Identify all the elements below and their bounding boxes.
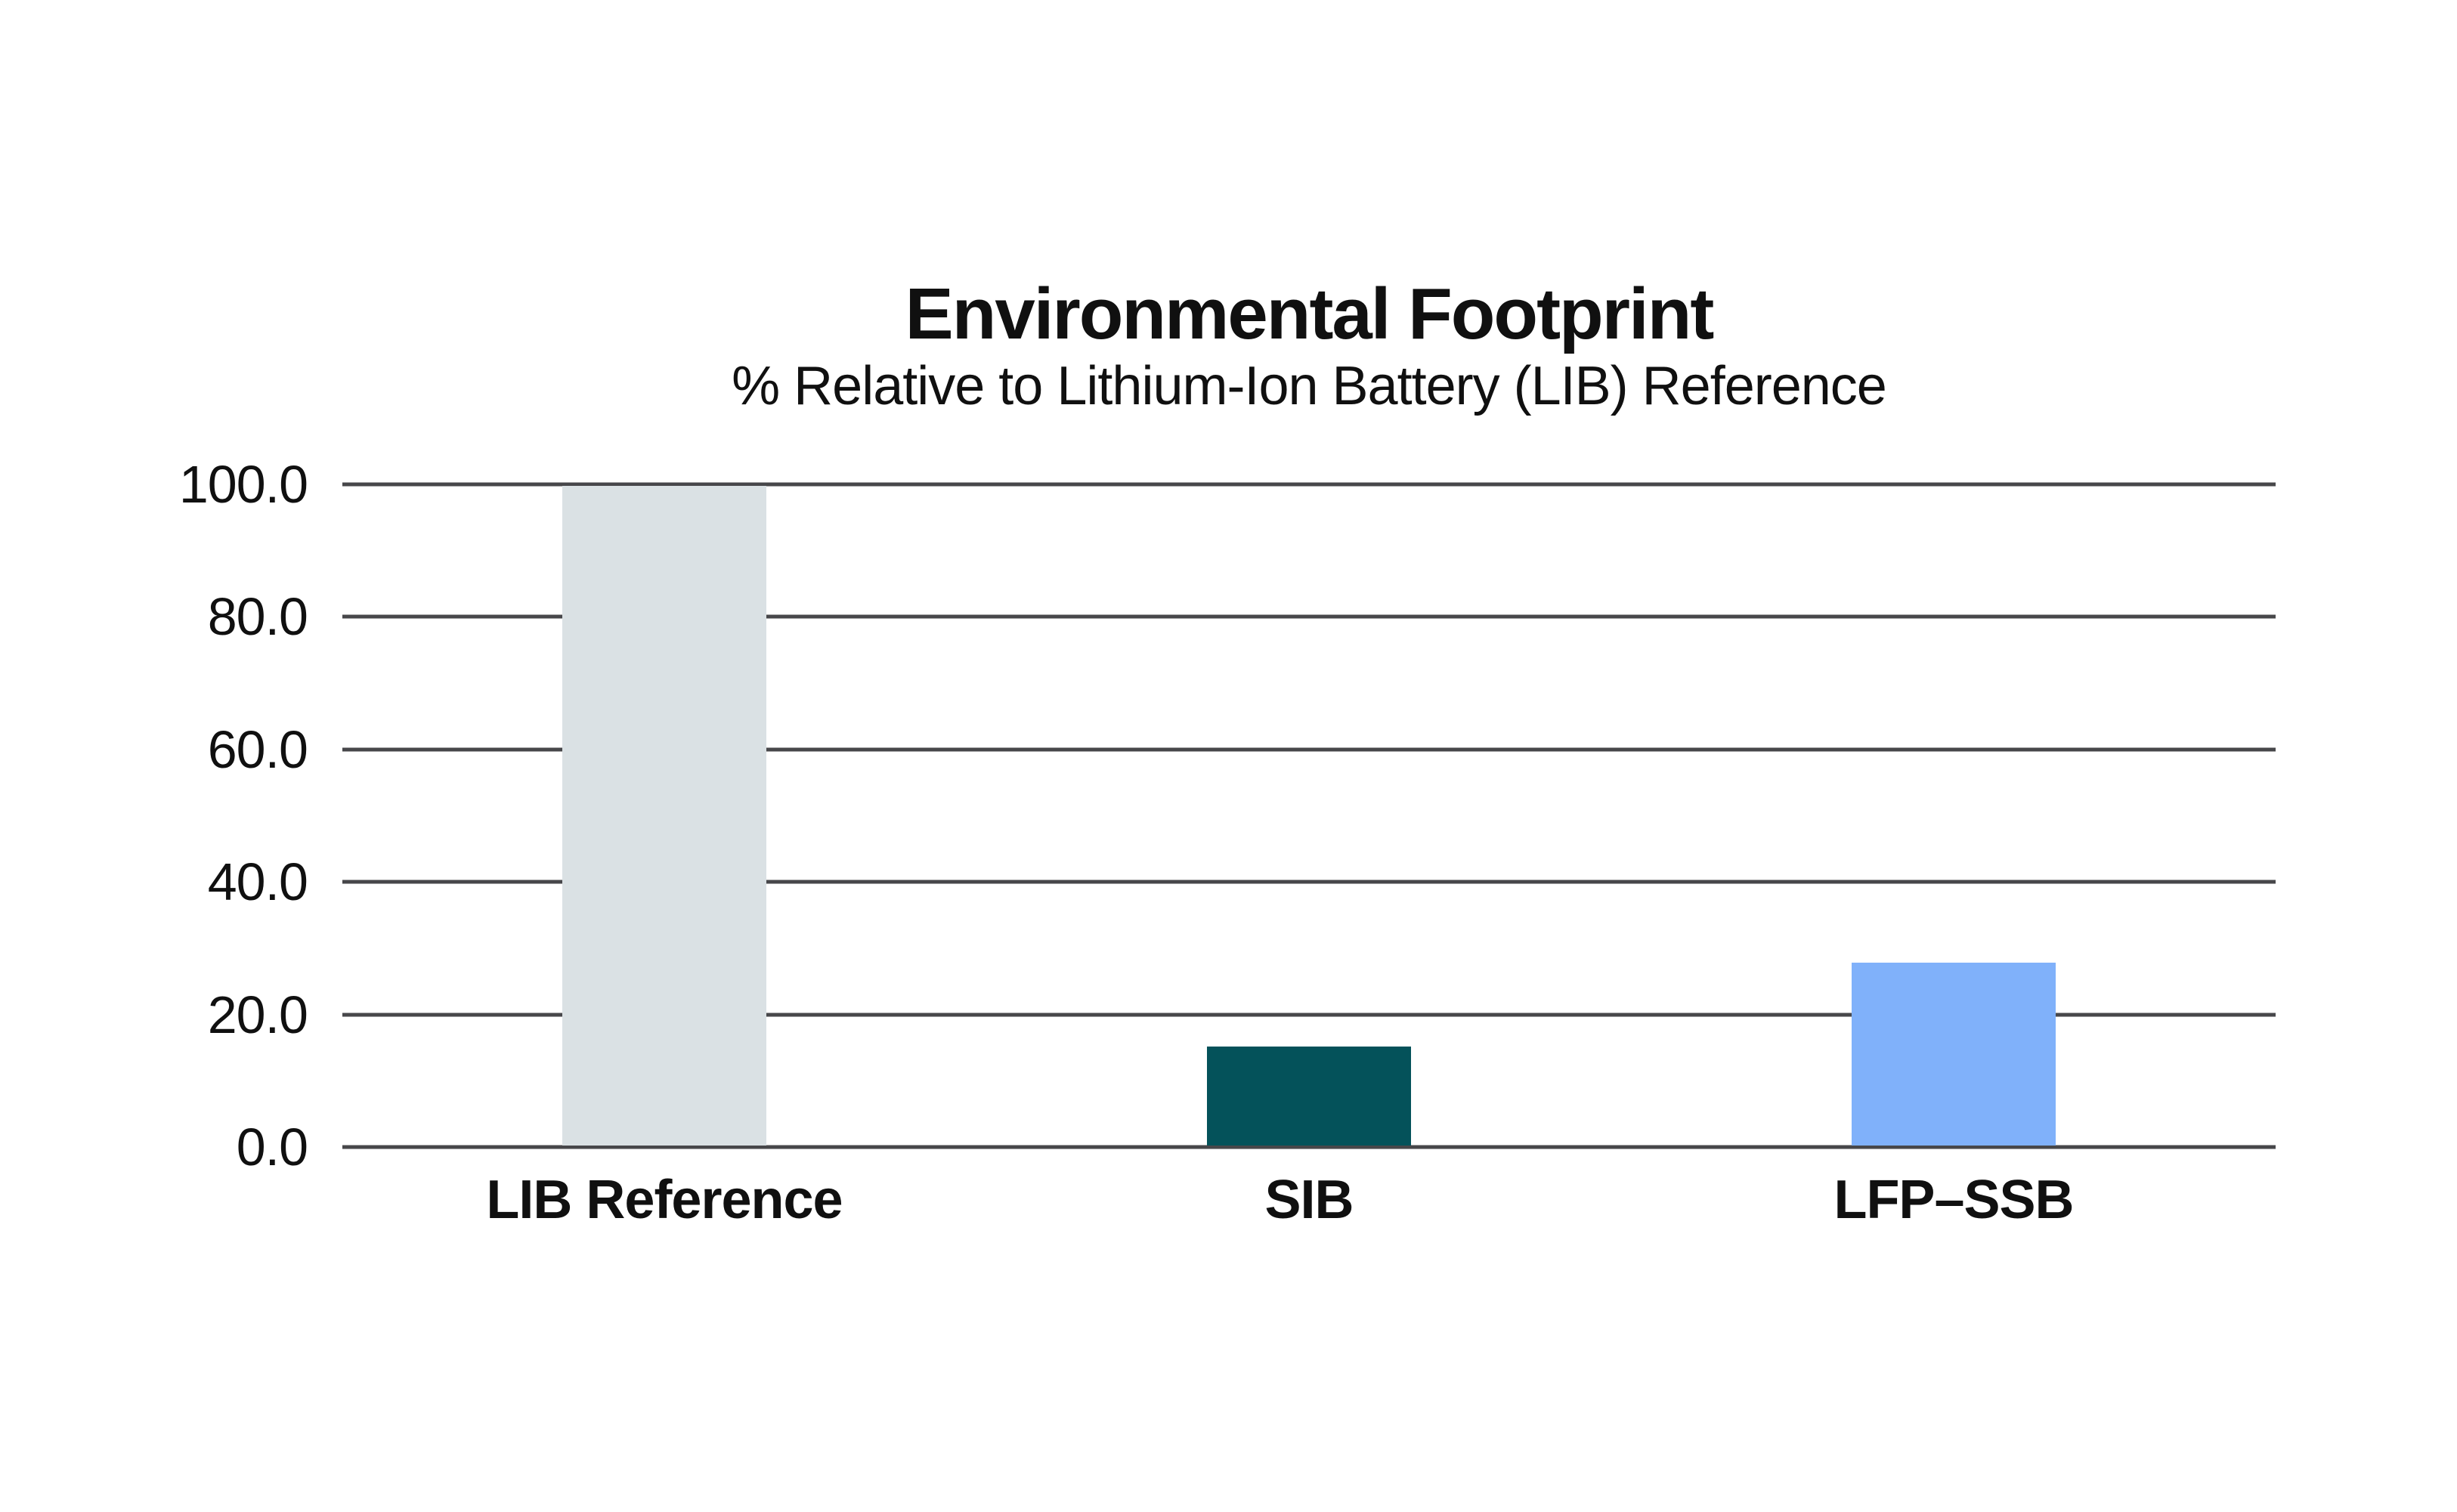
bar-sib	[1207, 1047, 1411, 1146]
gridline-y-40	[342, 880, 2276, 884]
y-tick-label-40: 40.0	[207, 852, 308, 912]
y-tick-label-0: 0.0	[236, 1118, 308, 1177]
bar-lfp-ssb	[1852, 963, 2056, 1146]
gridline-y-20	[342, 1013, 2276, 1017]
gridline-y-80	[342, 614, 2276, 619]
x-category-label-lfp-ssb: LFP–SSB	[1833, 1170, 2074, 1230]
x-category-label-lib-reference: LIB Reference	[486, 1170, 843, 1230]
chart-title: Environmental Footprint	[905, 274, 1715, 354]
gridline-y-0	[342, 1145, 2276, 1149]
plot-area	[342, 482, 2276, 1149]
y-tick-label-60: 60.0	[207, 719, 308, 779]
gridline-y-60	[342, 747, 2276, 752]
x-category-label-sib: SIB	[1264, 1170, 1354, 1230]
chart-subtitle: % Relative to Lithium-Ion Battery (LIB) …	[732, 356, 1887, 416]
gridline-y-100	[342, 482, 2276, 487]
y-tick-label-80: 80.0	[207, 587, 308, 647]
y-tick-label-100: 100.0	[178, 455, 308, 514]
y-tick-label-20: 20.0	[207, 985, 308, 1044]
bar-lib-reference	[562, 486, 766, 1146]
